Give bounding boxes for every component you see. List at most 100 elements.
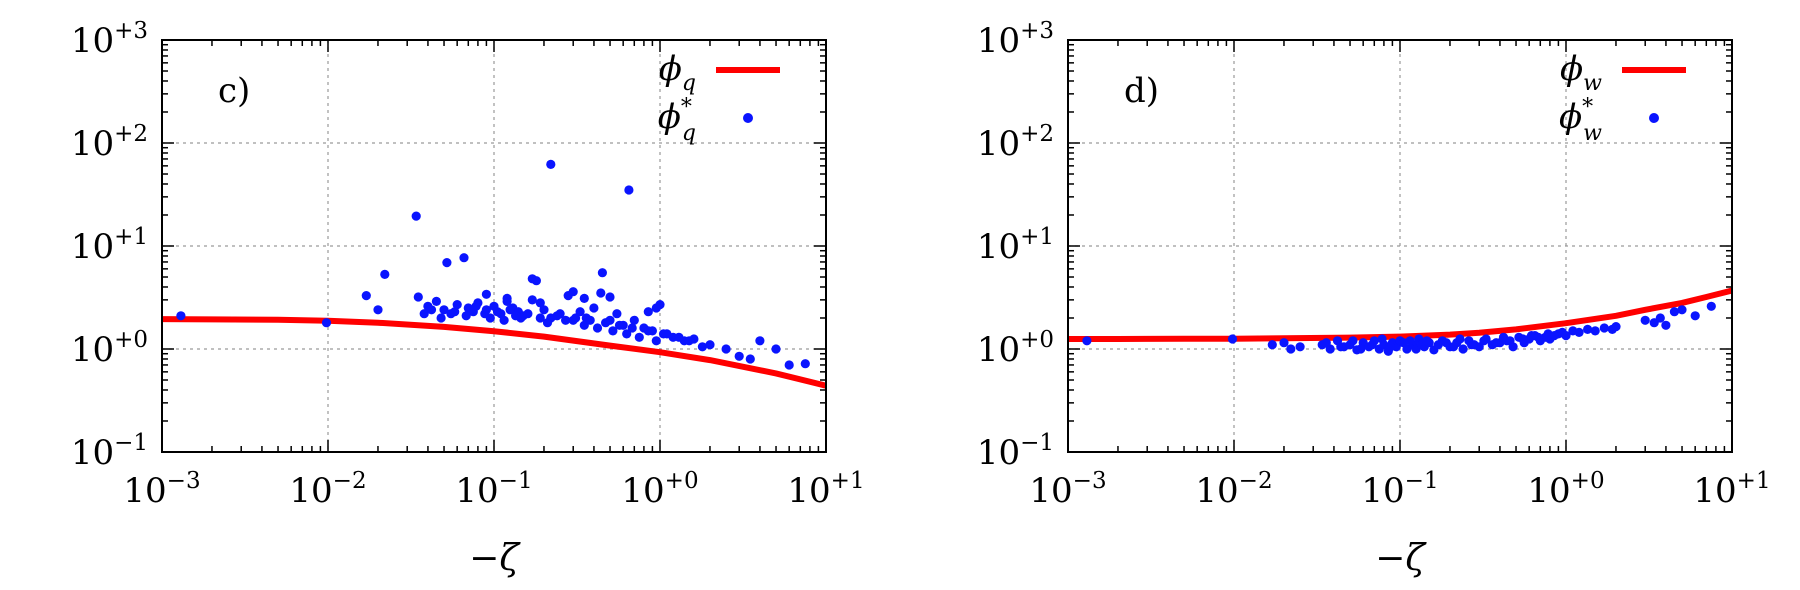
tick-exponent: +0 bbox=[114, 327, 148, 353]
tick-exponent: −3 bbox=[1073, 468, 1107, 494]
data-point bbox=[1656, 313, 1665, 322]
data-point bbox=[615, 321, 624, 330]
panel-label: c) bbox=[218, 71, 250, 111]
y-tick-label: 10−1 bbox=[71, 430, 148, 473]
tick-base: 10 bbox=[289, 471, 332, 511]
tick-exponent: −1 bbox=[1405, 468, 1439, 494]
data-point bbox=[1479, 336, 1488, 345]
data-point bbox=[1286, 344, 1295, 353]
tick-exponent: −1 bbox=[1020, 430, 1054, 456]
legend-symbol: ϕ bbox=[1560, 49, 1583, 89]
data-point bbox=[586, 316, 595, 325]
data-point bbox=[580, 294, 589, 303]
x-tick-label: 10−1 bbox=[455, 468, 532, 511]
data-point bbox=[659, 329, 668, 338]
data-point bbox=[624, 185, 633, 194]
data-point bbox=[493, 307, 502, 316]
panel-label: d) bbox=[1124, 71, 1159, 111]
data-point bbox=[722, 344, 731, 353]
tick-exponent: +1 bbox=[1737, 468, 1771, 494]
data-point bbox=[635, 333, 644, 342]
data-point bbox=[1575, 328, 1584, 337]
data-point bbox=[503, 294, 512, 303]
data-point bbox=[1455, 334, 1464, 343]
x-tick-label: 10−2 bbox=[1195, 468, 1272, 511]
data-point bbox=[1641, 316, 1650, 325]
tick-exponent: +1 bbox=[831, 468, 865, 494]
y-tick-label: 10−1 bbox=[977, 430, 1054, 473]
data-point bbox=[322, 318, 331, 327]
data-point bbox=[1611, 322, 1620, 331]
tick-exponent: +0 bbox=[665, 468, 699, 494]
tick-base: 10 bbox=[71, 227, 114, 267]
data-point bbox=[412, 212, 421, 221]
data-point bbox=[462, 311, 471, 320]
tick-exponent: +2 bbox=[1020, 121, 1054, 147]
tick-base: 10 bbox=[455, 471, 498, 511]
data-point bbox=[1368, 340, 1377, 349]
legend-point-swatch bbox=[1649, 113, 1659, 123]
x-tick-label: 10+1 bbox=[787, 468, 864, 511]
data-point bbox=[605, 292, 614, 301]
data-point bbox=[569, 287, 578, 296]
data-point bbox=[735, 352, 744, 361]
x-tick-label: 10+0 bbox=[621, 468, 698, 511]
tick-base: 10 bbox=[977, 433, 1020, 473]
legend-point-swatch bbox=[743, 113, 753, 123]
y-tick-label: 10+2 bbox=[71, 121, 148, 164]
data-point bbox=[1336, 342, 1345, 351]
data-point bbox=[1677, 305, 1686, 314]
data-point bbox=[523, 309, 532, 318]
y-tick-label: 10+0 bbox=[71, 327, 148, 370]
tick-base: 10 bbox=[977, 21, 1020, 61]
data-point bbox=[1550, 331, 1559, 340]
tick-base: 10 bbox=[621, 471, 664, 511]
data-point bbox=[1422, 336, 1431, 345]
data-point bbox=[596, 288, 605, 297]
tick-exponent: +1 bbox=[1020, 224, 1054, 250]
y-tick-label: 10+3 bbox=[71, 18, 148, 61]
y-tick-label: 10+1 bbox=[71, 224, 148, 267]
x-axis-label: −ζ bbox=[1375, 538, 1427, 579]
tick-exponent: +0 bbox=[1020, 327, 1054, 353]
legend-label: ϕ* q bbox=[658, 95, 696, 146]
data-point bbox=[486, 313, 495, 322]
tick-base: 10 bbox=[71, 124, 114, 164]
y-tick-label: 10+3 bbox=[977, 18, 1054, 61]
data-point bbox=[1691, 311, 1700, 320]
y-tick-label: 10+1 bbox=[977, 224, 1054, 267]
tick-exponent: +0 bbox=[1571, 468, 1605, 494]
tick-base: 10 bbox=[71, 21, 114, 61]
data-point bbox=[1505, 336, 1514, 345]
data-point bbox=[553, 311, 562, 320]
data-point bbox=[1279, 338, 1288, 347]
data-point bbox=[414, 292, 423, 301]
data-point bbox=[561, 316, 570, 325]
x-tick-label: 10−3 bbox=[1029, 468, 1106, 511]
data-point bbox=[1707, 302, 1716, 311]
data-point bbox=[628, 323, 637, 332]
x-tick-label: 10−1 bbox=[1361, 468, 1438, 511]
data-point bbox=[482, 290, 491, 299]
tick-exponent: +3 bbox=[114, 18, 148, 44]
tick-base: 10 bbox=[71, 330, 114, 370]
data-point bbox=[571, 313, 580, 322]
panel-d: 10−3 10−2 10−1 10+0 10+110−110+010+110+210+3… bbox=[977, 18, 1771, 579]
panel-c: 10−3 10−2 10−1 10+0 10+110−110+010+110+210+3… bbox=[71, 18, 865, 579]
tick-base: 10 bbox=[977, 227, 1020, 267]
data-point bbox=[450, 307, 459, 316]
data-point bbox=[1082, 336, 1091, 345]
tick-exponent: −3 bbox=[167, 468, 201, 494]
data-point bbox=[373, 305, 382, 314]
data-point bbox=[1322, 338, 1331, 347]
tick-base: 10 bbox=[1693, 471, 1736, 511]
legend-label: ϕq bbox=[659, 49, 696, 96]
data-point bbox=[176, 311, 185, 320]
x-axis-label: −ζ bbox=[469, 538, 521, 579]
data-point bbox=[1534, 333, 1543, 342]
legend-superscript: * bbox=[681, 95, 692, 120]
tick-exponent: −2 bbox=[1239, 468, 1273, 494]
tick-base: 10 bbox=[977, 124, 1020, 164]
data-point bbox=[771, 344, 780, 353]
